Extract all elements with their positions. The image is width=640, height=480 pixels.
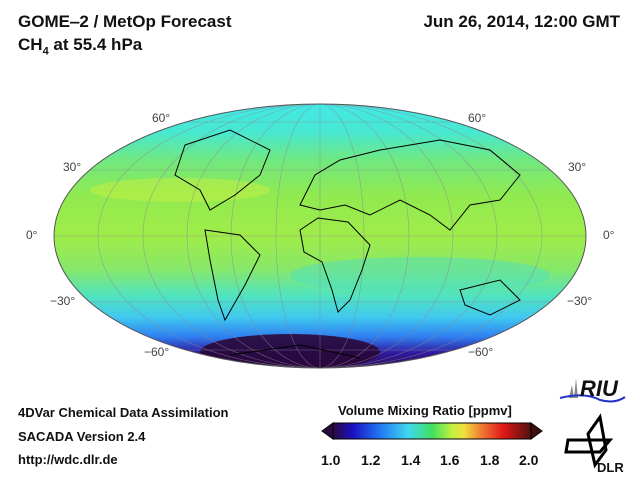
ch4-field [54,104,586,368]
lat-label-left-30: 30° [63,160,82,174]
lat-label-left-0: 0° [26,228,38,242]
colorbar-title: Volume Mixing Ratio [ppmv] [338,403,512,418]
colorbar [321,422,543,440]
map-title: GOME‒2 / MetOp Forecast [18,12,232,31]
coastlines [174,129,521,359]
map-subtitle: CH4 at 55.4 hPa [18,35,142,57]
lat-label-right-60: 60° [468,111,487,125]
lat-label-right-minus60: −60° [468,345,494,359]
lat-label-right-minus30: −30° [567,294,593,308]
lat-label-left-60: 60° [152,111,171,125]
footer-link[interactable]: http://wdc.dlr.de [18,452,118,467]
lat-label-left-minus30: −30° [50,294,76,308]
lat-label-right-30: 30° [568,160,587,174]
colorbar-tick: 1.8 [480,452,500,468]
dlr-logo-mark [564,413,614,469]
colorbar-tick: 2.0 [519,452,539,468]
pressure-level: at 55.4 hPa [48,35,143,54]
lat-label-left-minus60: −60° [144,345,170,359]
lat-label-right-0: 0° [603,228,615,242]
colorbar-tick: 1.4 [401,452,421,468]
colorbar-tick: 1.6 [440,452,460,468]
map-border [53,103,587,369]
colorbar-tick: 1.0 [321,452,341,468]
graticule [54,104,586,368]
footer-line-1: 4DVar Chemical Data Assimilation [18,405,229,420]
species: CH [18,35,43,54]
riu-logo-mark [559,378,626,403]
footer-line-2: SACADA Version 2.4 [18,429,146,444]
species-subscript: 4 [42,45,49,58]
colorbar-tick: 1.2 [361,452,381,468]
dlr-logo: DLR [597,460,624,475]
riu-logo: RIU [580,376,618,401]
forecast-datetime: Jun 26, 2014, 12:00 GMT [423,12,620,31]
